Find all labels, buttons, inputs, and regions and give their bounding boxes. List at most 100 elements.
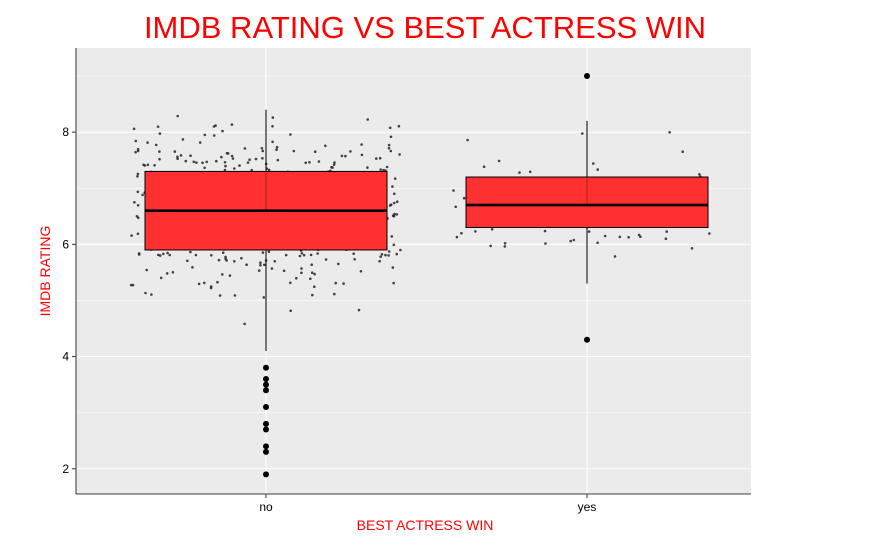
jitter-point [668, 131, 671, 134]
y-tick-label: 4 [62, 350, 69, 364]
jitter-point [395, 213, 399, 216]
jitter-point [389, 203, 393, 206]
jitter-point [637, 233, 641, 237]
jitter-point [344, 154, 347, 158]
jitter-point [482, 165, 486, 168]
jitter-point [233, 167, 236, 170]
jitter-point [245, 263, 248, 267]
jitter-point [378, 259, 381, 263]
jitter-point [159, 276, 163, 280]
jitter-point [490, 227, 494, 231]
jitter-point [331, 166, 334, 169]
jitter-point [333, 292, 336, 296]
jitter-point [203, 166, 206, 170]
jitter-point [186, 259, 189, 263]
jitter-point [389, 149, 393, 153]
jitter-point [392, 201, 396, 205]
jitter-point [379, 255, 383, 258]
jitter-point [276, 158, 280, 162]
jitter-point [259, 261, 262, 265]
jitter-point [214, 124, 217, 127]
jitter-point [275, 148, 278, 151]
jitter-point [181, 138, 185, 141]
jitter-point [230, 154, 234, 158]
jitter-point [310, 263, 314, 267]
jitter-point [304, 161, 308, 165]
outlier-point [263, 443, 269, 450]
jitter-point [271, 125, 274, 128]
jitter-point [261, 157, 264, 160]
jitter-point [284, 253, 288, 257]
jitter-point [455, 235, 459, 239]
jitter-point [176, 114, 179, 118]
jitter-point [168, 253, 171, 257]
jitter-point [392, 243, 396, 247]
jitter-point [543, 229, 547, 233]
jitter-point [310, 271, 314, 275]
jitter-point [263, 263, 266, 267]
jitter-point [158, 132, 162, 135]
jitter-point [397, 124, 401, 128]
jitter-point [171, 271, 175, 274]
jitter-point [270, 267, 274, 270]
jitter-point [238, 164, 241, 167]
jitter-point [231, 157, 235, 160]
jitter-point [665, 230, 668, 233]
jitter-point [379, 168, 383, 171]
jitter-point [518, 171, 521, 174]
outlier-point [263, 426, 269, 433]
jitter-point [581, 132, 584, 135]
jitter-point [220, 155, 223, 159]
jitter-point [292, 149, 296, 153]
jitter-point [618, 235, 622, 239]
jitter-point [392, 214, 396, 218]
jitter-point [271, 116, 275, 119]
jitter-point [136, 172, 140, 176]
jitter-point [349, 150, 352, 153]
jitter-point [698, 173, 701, 176]
jitter-point [298, 254, 302, 258]
axes: 2 4 6 8 no yes [62, 48, 751, 514]
outlier-point [263, 448, 269, 455]
jitter-point [254, 157, 258, 161]
jitter-point [596, 241, 599, 245]
jitter-point [189, 154, 192, 157]
jitter-point [384, 253, 387, 257]
jitter-point [313, 272, 316, 276]
jitter-point [391, 185, 394, 188]
jitter-point [603, 234, 607, 238]
y-tick-label: 6 [62, 237, 69, 251]
jitter-point [289, 133, 292, 136]
outlier-point [263, 381, 269, 388]
jitter-point [233, 260, 236, 263]
jitter-point [261, 251, 265, 254]
jitter-point [395, 252, 399, 256]
jitter-point [317, 160, 321, 163]
jitter-point [334, 281, 338, 285]
jitter-point [503, 245, 507, 248]
jitter-point [198, 141, 202, 144]
jitter-point [387, 143, 391, 147]
jitter-point [271, 140, 274, 144]
jitter-point [228, 274, 232, 277]
jitter-point [333, 161, 336, 164]
x-tick-label-no: no [259, 500, 273, 514]
jitter-point [136, 232, 140, 236]
outlier-point [584, 336, 590, 343]
jitter-point [166, 251, 169, 255]
jitter-point [134, 150, 137, 154]
jitter-point [690, 247, 694, 250]
jitter-point [309, 253, 313, 257]
jitter-point [261, 149, 265, 153]
jitter-point [216, 280, 219, 284]
jitter-point [375, 157, 378, 160]
jitter-point [324, 144, 327, 148]
jitter-point [137, 253, 141, 256]
jitter-point [165, 272, 169, 275]
jitter-point [221, 273, 224, 276]
jitter-point [194, 253, 198, 257]
jitter-point [664, 237, 668, 240]
jitter-point [391, 266, 395, 269]
jitter-point [215, 159, 218, 163]
jitter-point [262, 296, 266, 299]
